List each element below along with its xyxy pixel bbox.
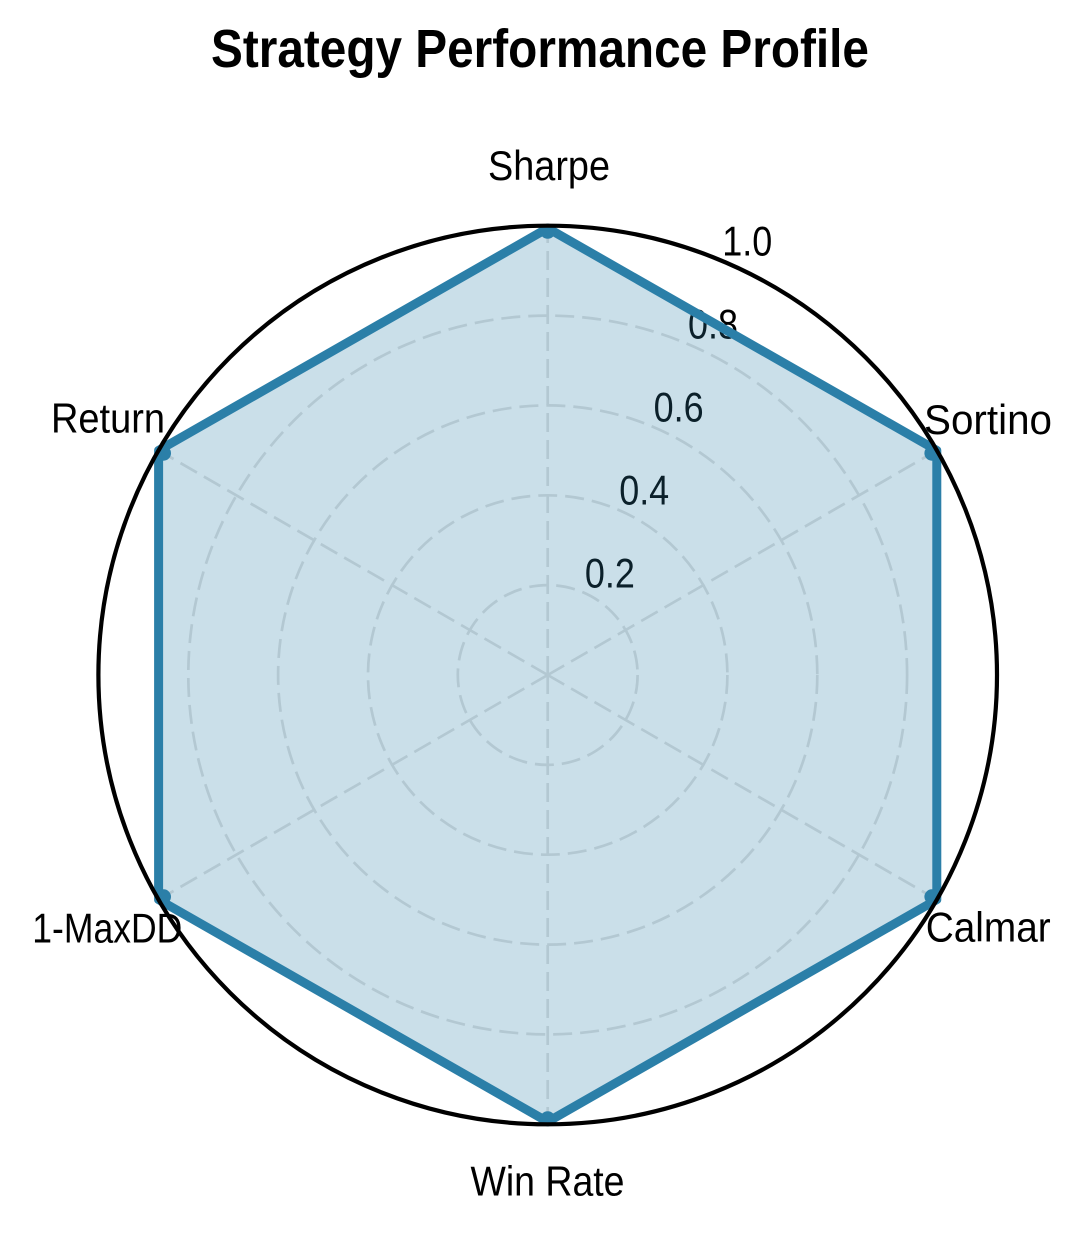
svg-text:Calmar: Calmar bbox=[926, 904, 1051, 951]
svg-text:0.2: 0.2 bbox=[585, 549, 635, 596]
svg-text:Sortino: Sortino bbox=[924, 396, 1052, 443]
svg-text:0.6: 0.6 bbox=[654, 383, 704, 430]
svg-text:Strategy Performance Profile: Strategy Performance Profile bbox=[211, 19, 869, 79]
svg-text:0.4: 0.4 bbox=[619, 466, 669, 513]
svg-text:1-MaxDD: 1-MaxDD bbox=[32, 904, 182, 951]
svg-text:Sharpe: Sharpe bbox=[488, 142, 610, 189]
svg-text:Return: Return bbox=[51, 395, 165, 442]
svg-text:Win Rate: Win Rate bbox=[471, 1158, 625, 1205]
svg-text:1.0: 1.0 bbox=[722, 218, 772, 265]
